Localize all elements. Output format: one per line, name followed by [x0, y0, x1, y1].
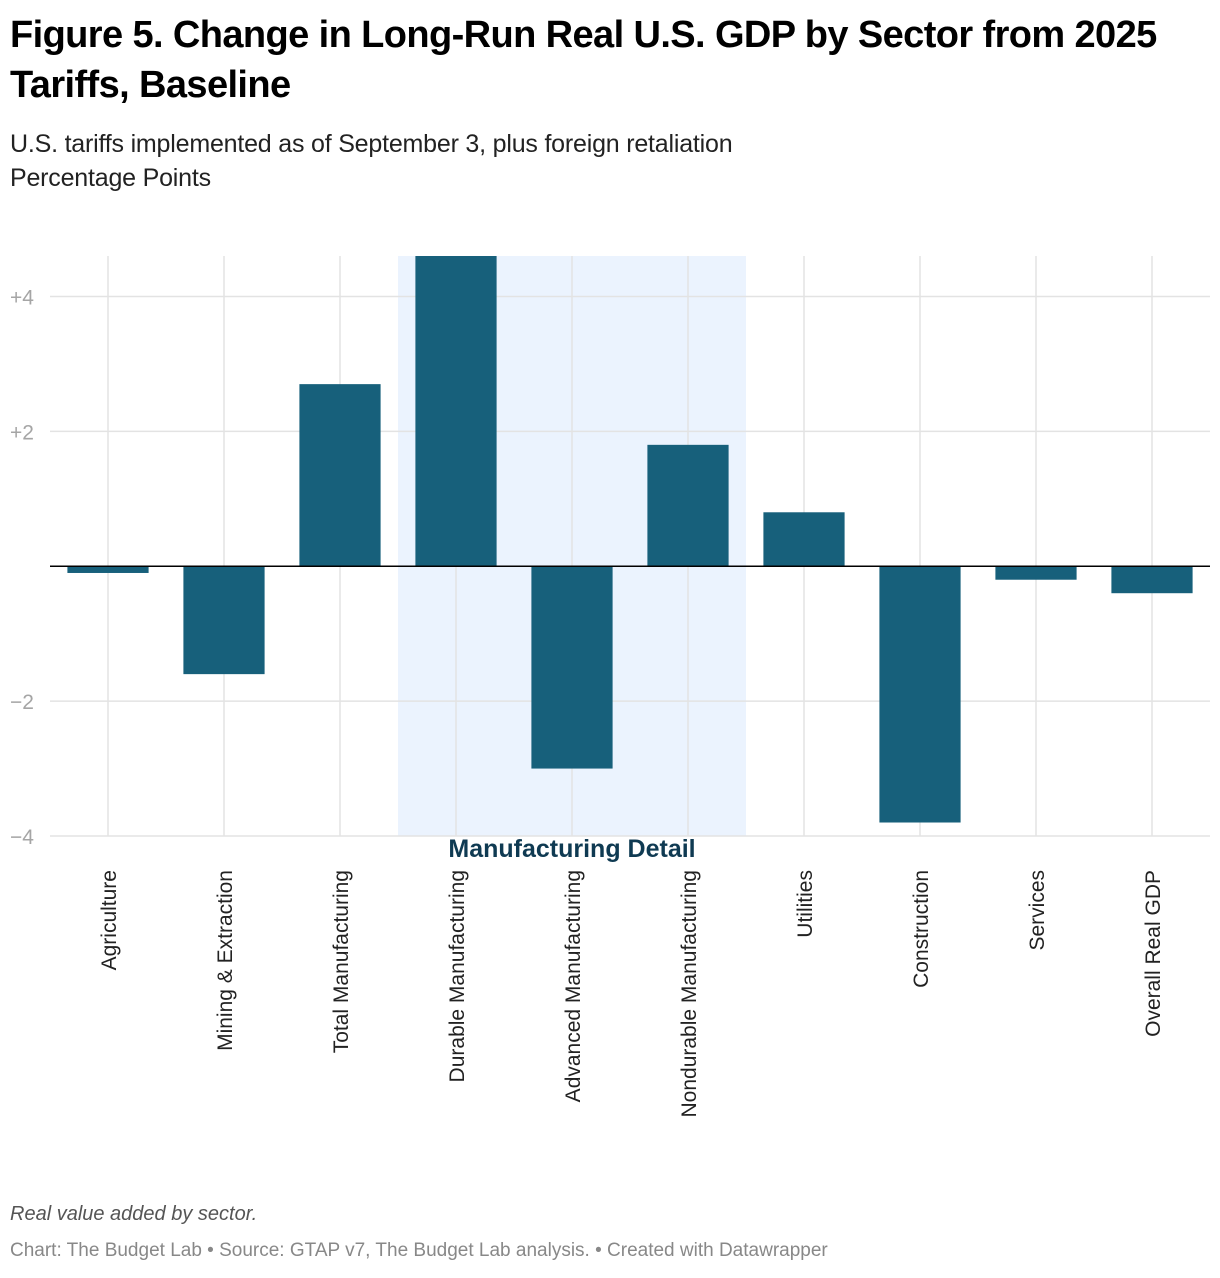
x-tick-label: Agriculture	[98, 870, 121, 970]
x-tick-label: Construction	[910, 870, 933, 988]
y-tick-label: +4	[10, 286, 34, 309]
bar	[995, 566, 1077, 580]
x-tick-label: Durable Manufacturing	[446, 870, 469, 1082]
x-tick-label: Overall Real GDP	[1142, 870, 1165, 1037]
chart-subtitle: U.S. tariffs implemented as of September…	[10, 130, 733, 158]
bar	[531, 566, 613, 769]
bar	[183, 566, 265, 675]
x-tick-label: Mining & Extraction	[214, 870, 237, 1051]
x-tick-label: Services	[1026, 870, 1049, 951]
x-tick-label: Total Manufacturing	[330, 870, 353, 1053]
bar	[763, 512, 845, 567]
bar	[1111, 566, 1193, 594]
x-tick-label: Advanced Manufacturing	[562, 870, 585, 1102]
bar	[879, 566, 961, 823]
x-tick-label: Utilities	[794, 870, 817, 938]
y-axis-label: Percentage Points	[10, 164, 211, 192]
x-tick-label: Nondurable Manufacturing	[678, 870, 701, 1118]
chart-note: Real value added by sector.	[10, 1203, 258, 1225]
highlight-label: Manufacturing Detail	[448, 835, 695, 863]
bar	[299, 384, 381, 567]
y-tick-label: +2	[10, 421, 34, 444]
y-tick-label: −4	[10, 826, 34, 849]
chart-credit: Chart: The Budget Lab • Source: GTAP v7,…	[10, 1240, 828, 1261]
bar	[415, 256, 497, 567]
chart-title: Figure 5. Change in Long-Run Real U.S. G…	[10, 14, 1157, 106]
bar	[647, 444, 729, 567]
y-tick-label: −2	[10, 691, 34, 714]
bar	[67, 566, 149, 573]
